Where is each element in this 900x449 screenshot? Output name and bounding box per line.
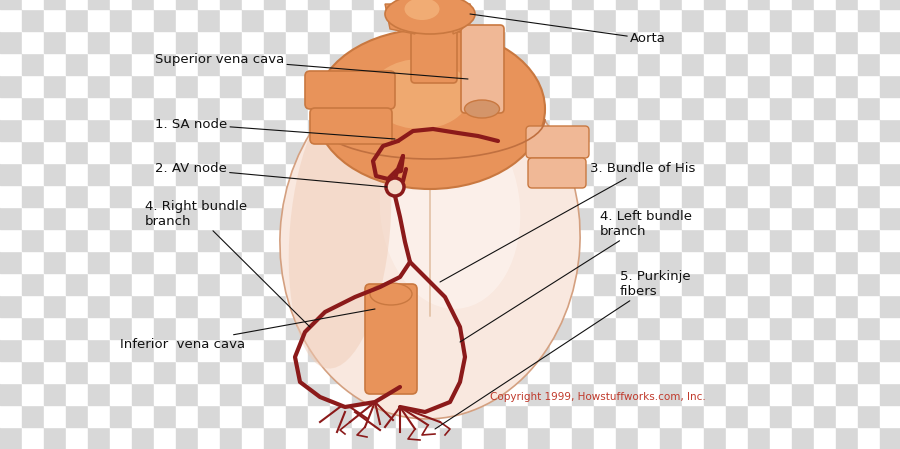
- Text: Inferior  vena cava: Inferior vena cava: [120, 309, 375, 351]
- Ellipse shape: [404, 0, 439, 20]
- FancyBboxPatch shape: [526, 126, 589, 158]
- Text: 4. Right bundle
branch: 4. Right bundle branch: [145, 200, 310, 327]
- FancyBboxPatch shape: [461, 25, 504, 113]
- Text: 3. Bundle of His: 3. Bundle of His: [440, 163, 696, 282]
- Ellipse shape: [289, 89, 392, 369]
- Text: 1. SA node: 1. SA node: [155, 118, 395, 139]
- Text: Copyright 1999, Howstuffworks.com, Inc.: Copyright 1999, Howstuffworks.com, Inc.: [490, 392, 706, 402]
- Ellipse shape: [380, 109, 520, 309]
- FancyBboxPatch shape: [365, 284, 417, 394]
- Ellipse shape: [315, 29, 545, 189]
- Text: Aorta: Aorta: [470, 14, 666, 45]
- Circle shape: [386, 178, 404, 196]
- Polygon shape: [385, 4, 415, 34]
- Ellipse shape: [385, 0, 475, 34]
- Polygon shape: [453, 4, 472, 34]
- FancyBboxPatch shape: [310, 108, 392, 144]
- Ellipse shape: [280, 59, 580, 419]
- Text: 2. AV node: 2. AV node: [155, 163, 387, 187]
- Text: 5. Purkinje
fibers: 5. Purkinje fibers: [435, 270, 690, 429]
- Ellipse shape: [464, 100, 500, 118]
- FancyBboxPatch shape: [305, 71, 395, 109]
- Ellipse shape: [370, 283, 412, 305]
- FancyBboxPatch shape: [528, 158, 586, 188]
- Text: 4. Left bundle
branch: 4. Left bundle branch: [460, 210, 692, 342]
- Text: Superior vena cava: Superior vena cava: [155, 53, 468, 79]
- FancyBboxPatch shape: [411, 5, 457, 83]
- Ellipse shape: [370, 59, 470, 129]
